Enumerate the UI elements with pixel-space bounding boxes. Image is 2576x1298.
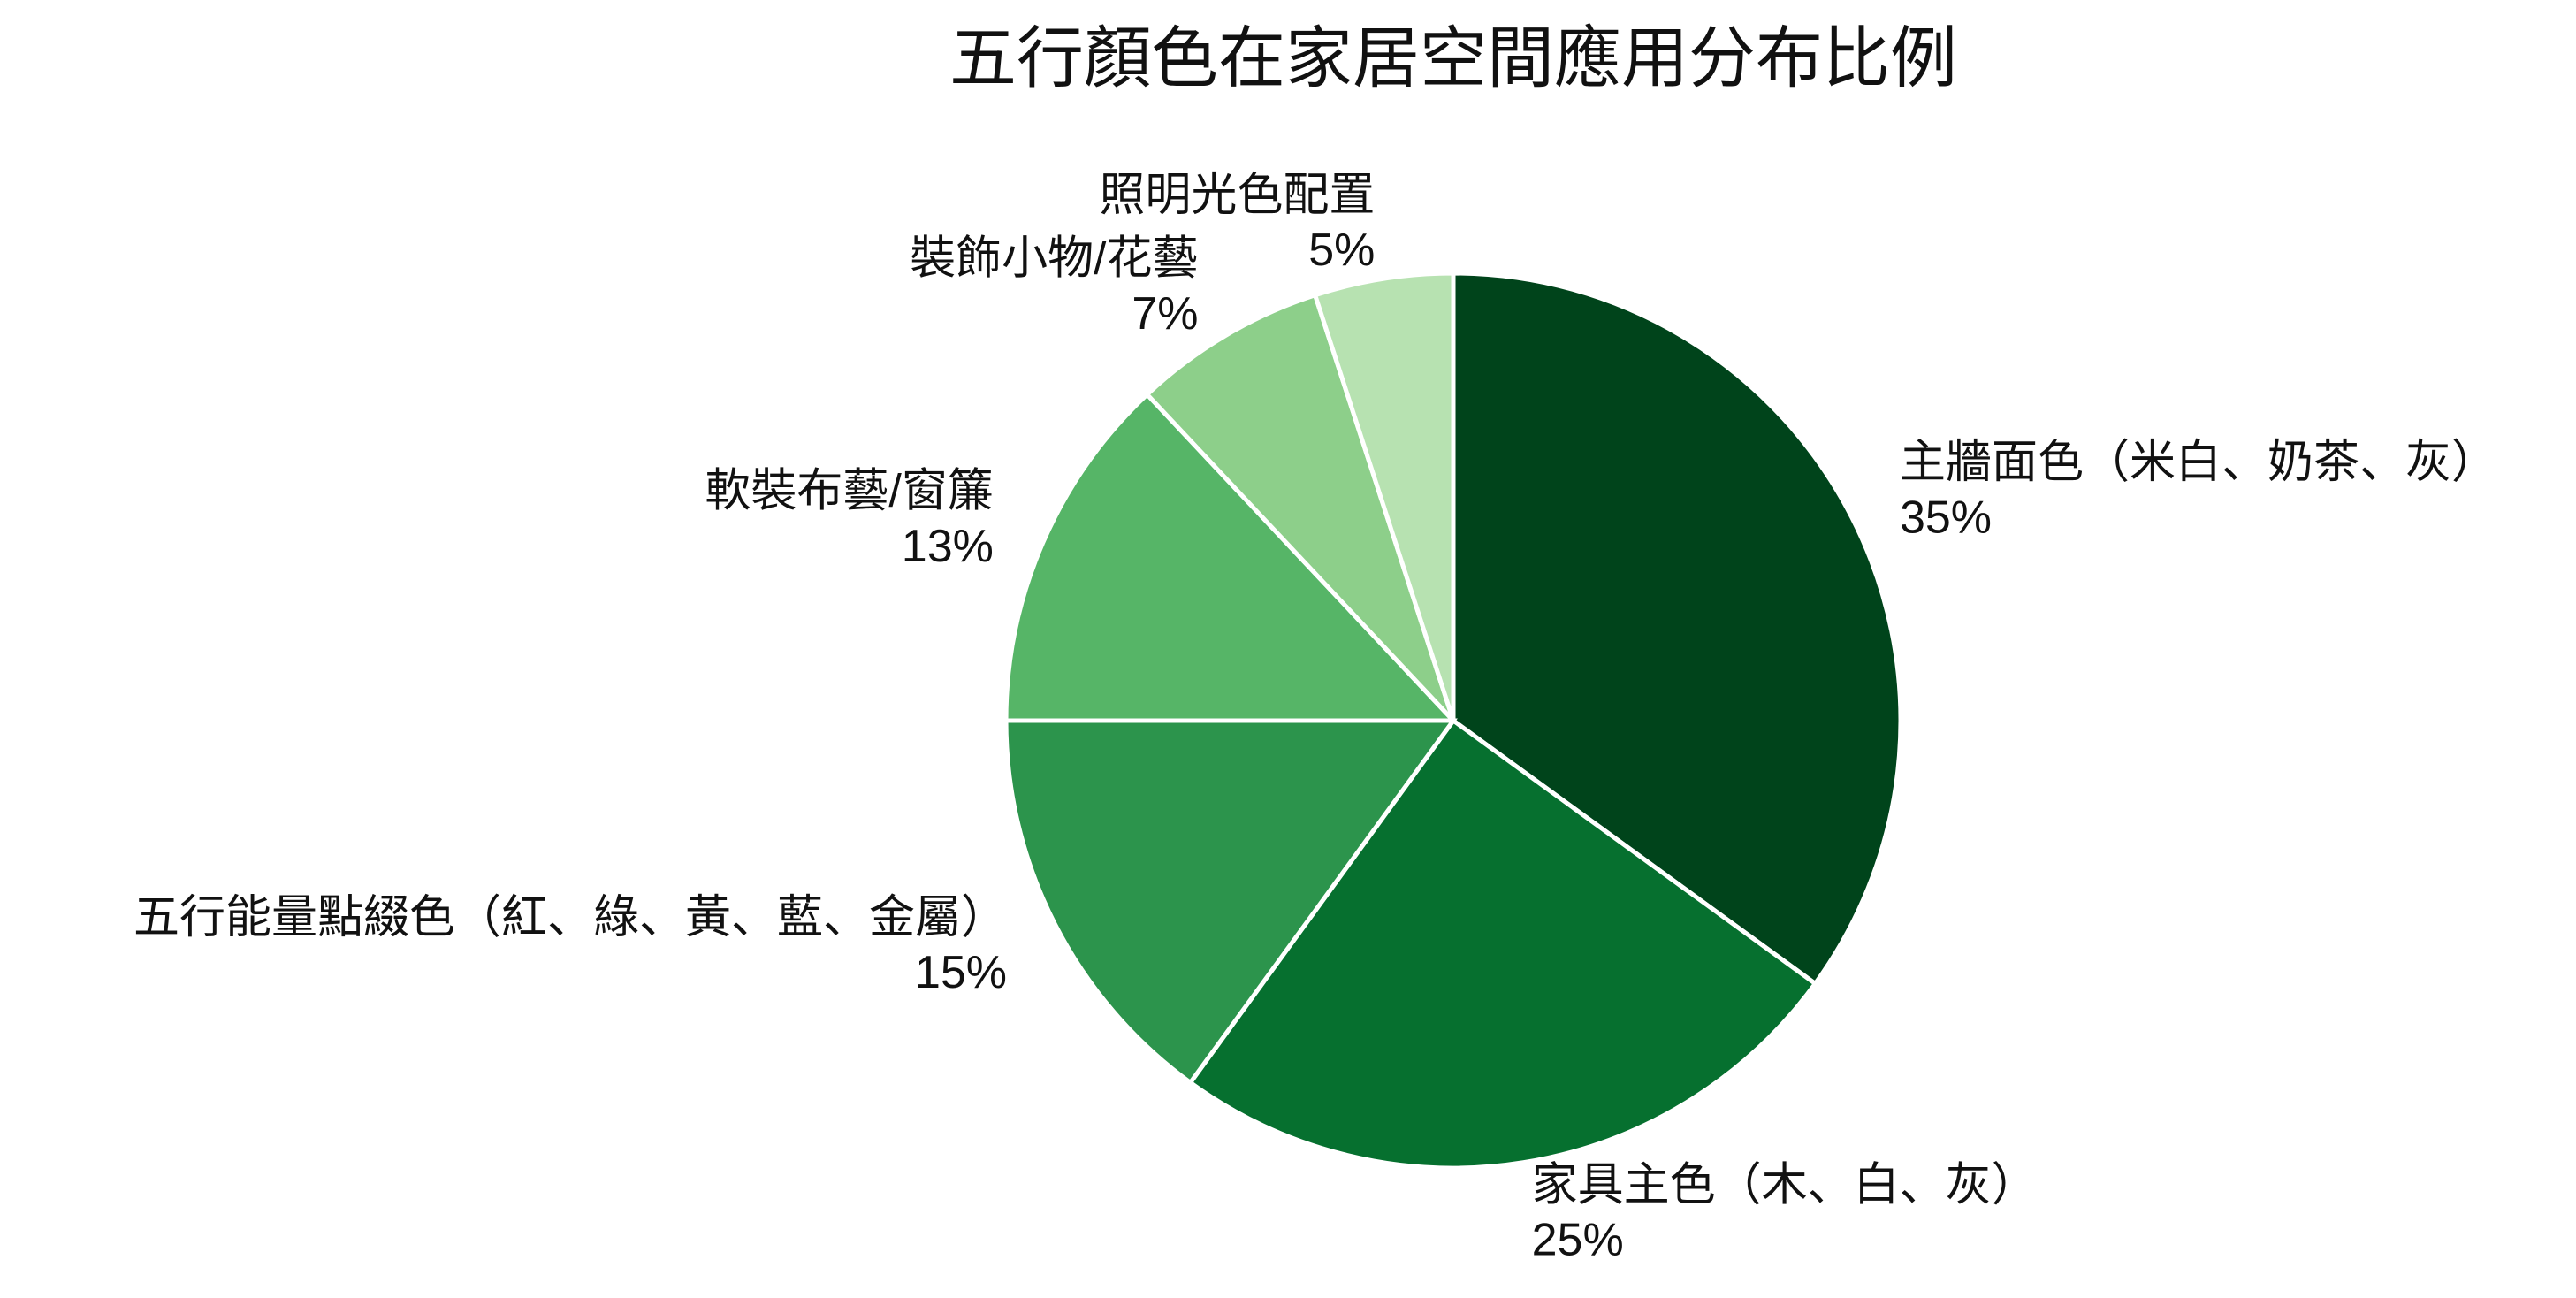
pie-slice — [1003, 718, 1458, 1086]
slice-label: 照明光色配置 — [1099, 170, 1375, 221]
slice-label: 主牆面色（米白、奶茶、灰） — [1900, 437, 2497, 488]
slice-value-label: 35% — [1900, 492, 1992, 544]
slice-label: 裝飾小物/花藝 — [910, 233, 1198, 285]
pie-slice — [1144, 292, 1456, 722]
slice-label: 軟裝布藝/窗簾 — [705, 465, 993, 516]
slice-label: 家具主色（木、白、灰） — [1532, 1159, 2038, 1210]
slice-value-label: 13% — [902, 521, 994, 572]
slice-label: 五行能量點綴色（紅、綠、黃、藍、金屬） — [133, 892, 1007, 943]
pie-slice — [1312, 271, 1456, 722]
pie-slice — [1003, 391, 1459, 723]
slice-value-label: 5% — [1308, 225, 1375, 276]
slice-value-label: 25% — [1532, 1215, 1624, 1266]
pie-slice — [1451, 271, 1903, 987]
pie-slice — [1187, 717, 1818, 1171]
chart-title: 五行顏色在家居空間應用分布比例 — [949, 21, 1957, 96]
slice-value-label: 15% — [915, 947, 1007, 998]
slice-value-label: 7% — [1132, 288, 1198, 340]
